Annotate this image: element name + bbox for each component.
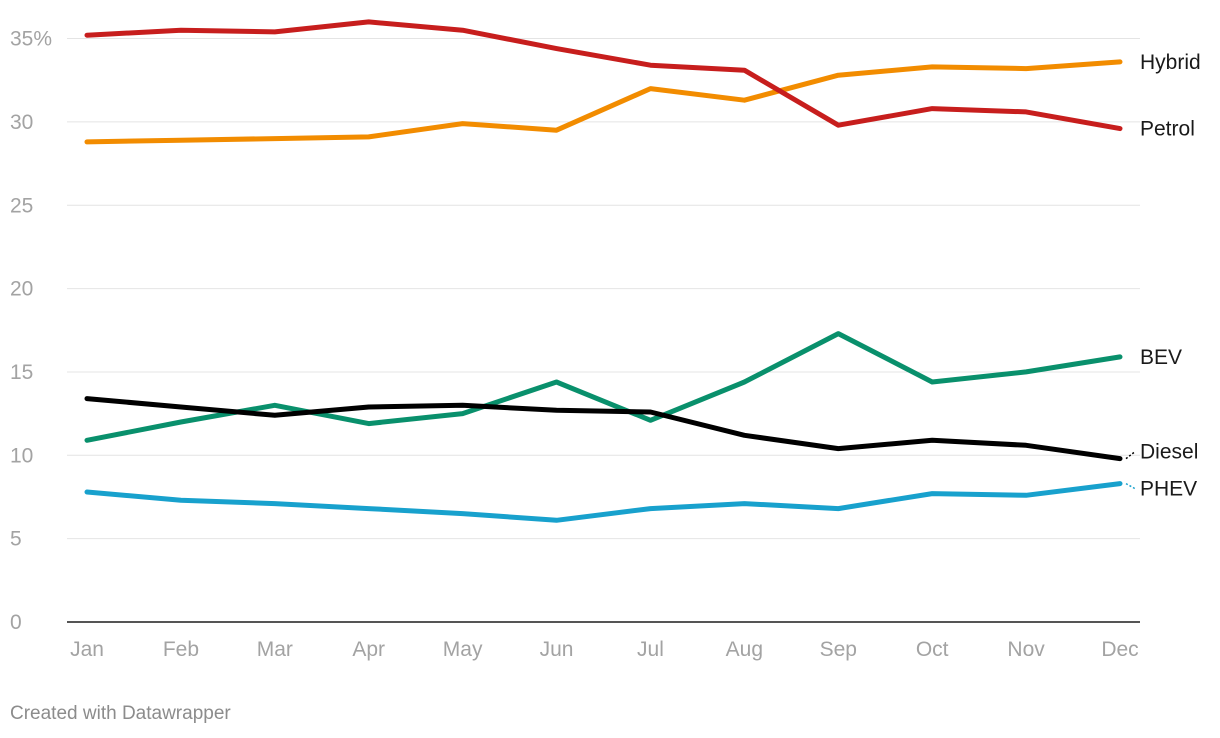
- series-label-bev: BEV: [1140, 346, 1182, 369]
- y-tick-label: 10: [10, 444, 33, 467]
- y-tick-label: 5: [10, 528, 22, 551]
- x-axis-ticks: Jan Feb Mar Apr May Jun Jul Aug Sep Oct Nov Dec: [70, 638, 1139, 661]
- series-line-phev[interactable]: [84, 481, 1123, 523]
- credit-text[interactable]: Created with Datawrapper: [10, 703, 231, 724]
- series-labels: Hybrid Petrol BEV Diesel PHEV: [1125, 51, 1201, 501]
- series-line-petrol[interactable]: [84, 19, 1123, 132]
- series-lines: [84, 19, 1123, 523]
- series-label-phev: PHEV: [1140, 478, 1197, 501]
- label-connector-phev: [1125, 482, 1136, 490]
- x-tick-label: Aug: [726, 638, 763, 661]
- y-tick-label: 15: [10, 361, 33, 384]
- y-axis-ticks: 0 5 10 15 20 25 30 35%: [10, 28, 52, 634]
- series-line-hybrid[interactable]: [84, 59, 1123, 145]
- x-tick-label: May: [443, 638, 483, 661]
- x-tick-label: Mar: [257, 638, 293, 661]
- series-label-diesel: Diesel: [1140, 441, 1198, 464]
- y-tick-label: 0: [10, 611, 22, 634]
- x-tick-label: Feb: [163, 638, 199, 661]
- y-tick-label: 20: [10, 278, 33, 301]
- series-line-diesel[interactable]: [84, 396, 1123, 462]
- label-connector-diesel: [1125, 451, 1136, 460]
- y-tick-label: 30: [10, 111, 33, 134]
- series-label-petrol: Petrol: [1140, 118, 1195, 141]
- gridlines: [67, 38, 1140, 623]
- y-tick-label: 25: [10, 194, 33, 217]
- x-tick-label: Sep: [820, 638, 857, 661]
- x-tick-label: Jul: [637, 638, 664, 661]
- x-tick-label: Dec: [1101, 638, 1138, 661]
- x-tick-label: Jun: [540, 638, 574, 661]
- x-tick-label: Nov: [1007, 638, 1045, 661]
- x-tick-label: Jan: [70, 638, 104, 661]
- x-tick-label: Oct: [916, 638, 949, 661]
- y-tick-label: 35%: [10, 28, 52, 51]
- series-line-bev[interactable]: [84, 331, 1123, 443]
- x-tick-label: Apr: [352, 638, 385, 661]
- series-label-hybrid: Hybrid: [1140, 51, 1201, 74]
